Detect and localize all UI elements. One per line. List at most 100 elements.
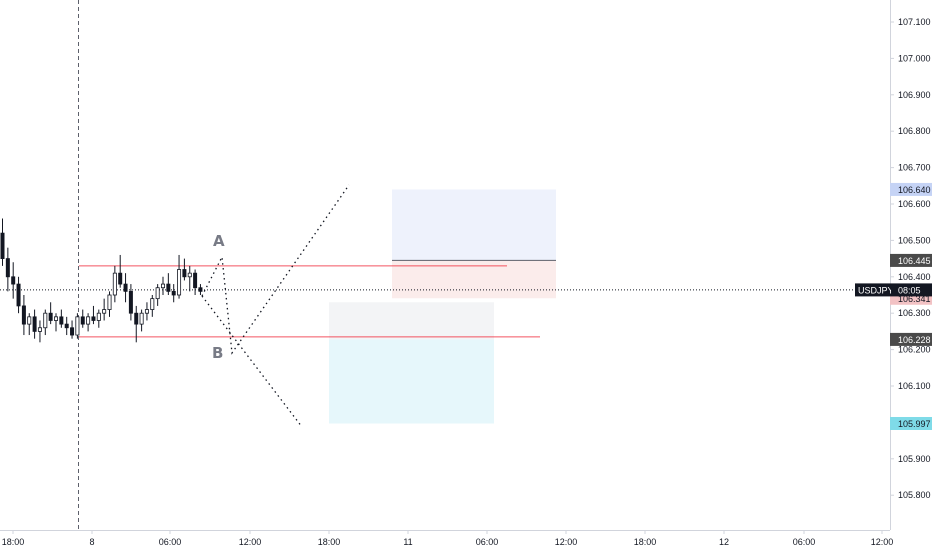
- price-tag: 106.445: [890, 253, 932, 267]
- price-tick-label: 106.900: [898, 90, 931, 100]
- candle-body: [155, 287, 160, 300]
- candle: [166, 273, 171, 295]
- price-tick-label: 105.800: [898, 490, 931, 500]
- symbol-tag-label: USDJPY: [858, 285, 894, 295]
- candle-body: [86, 316, 91, 325]
- candle-body: [107, 294, 112, 310]
- price-tag-bg: [890, 416, 932, 430]
- candle-body: [144, 309, 149, 314]
- price-tags: 106.640 106.445 106.341 106.228 105.997 USDJP…: [855, 182, 932, 430]
- price-tag: 106.640: [890, 182, 932, 196]
- time-tick-label: 18:00: [2, 537, 25, 547]
- long-upper-zone: [329, 302, 494, 340]
- price-tag: 106.228: [890, 332, 932, 346]
- horizontal-levels[interactable]: [0, 265, 890, 338]
- time-tick-label: 18:00: [318, 537, 341, 547]
- time-tick-label: 06:00: [159, 537, 182, 547]
- price-tick-label: 106.500: [898, 235, 931, 245]
- price-tag-label: 105.997: [898, 419, 931, 429]
- candle-body: [112, 272, 117, 296]
- candle-body: [11, 276, 16, 285]
- candle: [27, 313, 32, 336]
- time-tick-label: 11: [403, 537, 412, 547]
- candle: [144, 302, 149, 321]
- candle: [160, 276, 165, 295]
- candle: [123, 273, 128, 303]
- time-tick-label: 8: [89, 537, 94, 547]
- symbol-tag[interactable]: USDJPY 08:05: [855, 283, 932, 297]
- candle: [75, 313, 80, 339]
- candle-body: [70, 327, 75, 336]
- price-tag-bg: [890, 182, 932, 196]
- candle: [198, 284, 203, 295]
- candle-body: [5, 258, 10, 278]
- symbol-tag-bg: [855, 283, 891, 297]
- short-stop-zone: [392, 189, 556, 261]
- candle: [177, 254, 182, 299]
- candle: [118, 254, 123, 288]
- price-tick-label: 106.700: [898, 163, 931, 173]
- candle: [16, 276, 21, 314]
- candle: [102, 298, 107, 321]
- candle-body: [75, 316, 80, 336]
- candle: [59, 309, 64, 328]
- annotation-b: B: [212, 344, 223, 362]
- candle-body: [27, 316, 32, 325]
- price-tick-label: 106.200: [898, 345, 931, 355]
- candle-body: [91, 316, 96, 321]
- time-tick-label: 06:00: [476, 537, 499, 547]
- price-tick-label: 106.600: [898, 199, 931, 209]
- candle: [70, 320, 75, 339]
- candle-body: [59, 316, 64, 325]
- candle: [5, 247, 10, 292]
- candle-body: [177, 269, 182, 296]
- candle: [0, 218, 5, 266]
- candle: [128, 284, 133, 321]
- candle: [54, 313, 59, 332]
- annotation-a: A: [213, 232, 225, 250]
- candle-body: [171, 290, 176, 296]
- candle-body: [21, 305, 26, 325]
- candle-body: [43, 312, 48, 329]
- time-axis[interactable]: 18:00 8 06:00 12:00 18:00 11 06:00 12:00 18:00 12…: [0, 530, 893, 547]
- candle-body: [118, 272, 123, 285]
- candlestick-series: [0, 218, 203, 343]
- price-tag-label: 106.341: [898, 294, 931, 304]
- candle: [182, 258, 187, 281]
- price-tag-bg: [890, 332, 932, 346]
- price-tag: 105.997: [890, 416, 932, 430]
- candle-body: [193, 272, 198, 289]
- price-tag-label: 106.228: [898, 335, 931, 345]
- price-tick-label: 106.100: [898, 381, 931, 391]
- candle-body: [123, 283, 128, 292]
- time-tick-label: 12:00: [871, 537, 894, 547]
- candle: [96, 309, 101, 328]
- candle-body: [32, 316, 37, 332]
- candle: [43, 309, 48, 336]
- candle: [171, 284, 176, 303]
- candle-body: [182, 269, 187, 278]
- candle: [11, 262, 16, 299]
- wave-annotations: AB: [212, 232, 225, 362]
- candle: [150, 295, 155, 317]
- candle: [21, 295, 26, 336]
- candle: [37, 320, 42, 343]
- price-tag-label: 106.445: [898, 256, 931, 266]
- time-tick-label: 12: [719, 537, 729, 547]
- price-tick-label: 105.900: [898, 454, 931, 464]
- candle-body: [37, 327, 42, 332]
- candle: [80, 309, 85, 328]
- candle: [187, 265, 192, 292]
- candle-body: [198, 287, 203, 292]
- long-target-zone: [329, 339, 494, 424]
- candle-body: [166, 283, 171, 292]
- price-tick-label: 106.300: [898, 308, 931, 318]
- countdown-tag-bg: [891, 283, 932, 297]
- countdown-tag-label: 08:05: [898, 285, 921, 295]
- candle-body: [160, 283, 165, 289]
- price-tick-label: 107.000: [898, 53, 931, 63]
- time-tick-label: 06:00: [793, 537, 816, 547]
- time-tick-label: 18:00: [634, 537, 657, 547]
- candle: [64, 316, 69, 336]
